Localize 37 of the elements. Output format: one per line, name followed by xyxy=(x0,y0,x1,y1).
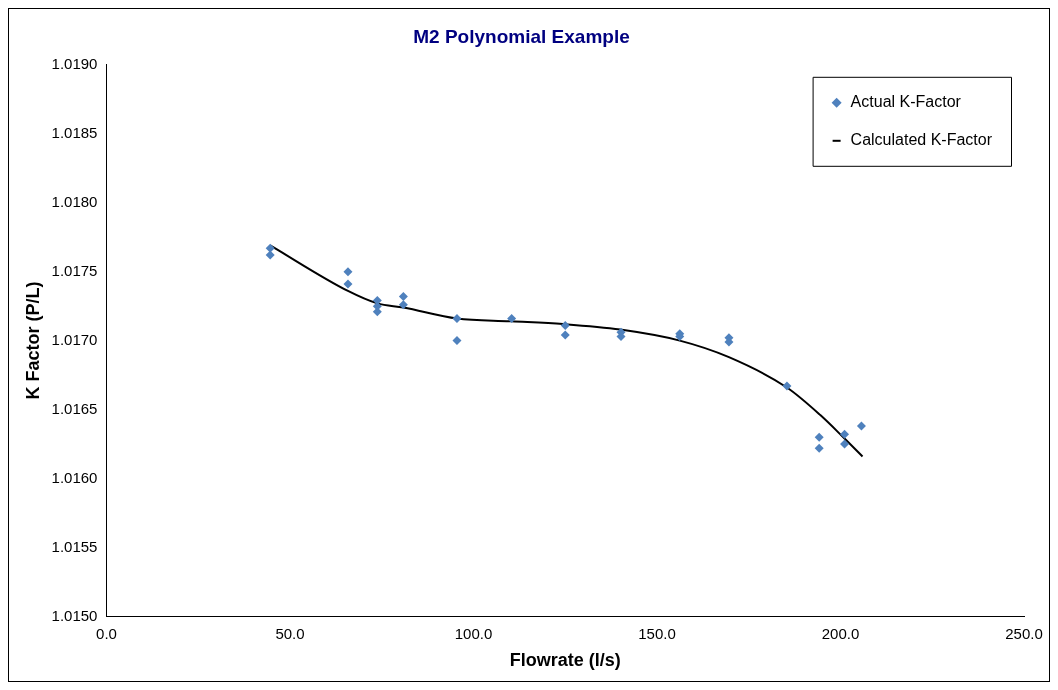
y-tick-label: 1.0170 xyxy=(51,330,98,348)
point xyxy=(840,429,850,439)
y-tick-label: 1.0150 xyxy=(51,606,98,624)
x-tick-label: 150.0 xyxy=(638,624,676,642)
point xyxy=(856,421,866,431)
x-axis-title: Flowrate (l/s) xyxy=(509,650,621,671)
y-axis-title: K Factor (P/L) xyxy=(22,281,43,400)
legend-label: Calculated K-Factor xyxy=(850,131,993,149)
point xyxy=(814,443,824,453)
y-tick-label: 1.0190 xyxy=(51,54,98,72)
legend-label: Actual K-Factor xyxy=(850,93,962,111)
y-tick-label: 1.0155 xyxy=(51,537,98,555)
chart-title: M2 Polynomial Example xyxy=(413,25,630,47)
x-tick-label: 50.0 xyxy=(275,624,305,642)
y-tick-label: 1.0160 xyxy=(51,468,98,486)
point xyxy=(343,279,353,289)
y-tick-label: 1.0180 xyxy=(51,192,98,210)
point xyxy=(782,381,792,391)
point xyxy=(814,432,824,442)
y-tick-label: 1.0175 xyxy=(51,261,98,279)
point xyxy=(452,314,462,324)
point xyxy=(560,320,570,330)
point xyxy=(398,291,408,301)
point xyxy=(507,314,517,324)
y-tick-label: 1.0185 xyxy=(51,123,98,141)
y-tick-label: 1.0165 xyxy=(51,399,98,417)
point xyxy=(840,439,850,449)
x-tick-label: 0.0 xyxy=(96,624,117,642)
point xyxy=(560,330,570,340)
point xyxy=(265,250,275,260)
x-tick-label: 250.0 xyxy=(1005,624,1043,642)
point xyxy=(343,267,353,277)
point xyxy=(398,300,408,310)
point xyxy=(452,336,462,346)
point xyxy=(265,243,275,253)
x-tick-label: 200.0 xyxy=(821,624,860,642)
x-tick-label: 100.0 xyxy=(454,624,493,642)
